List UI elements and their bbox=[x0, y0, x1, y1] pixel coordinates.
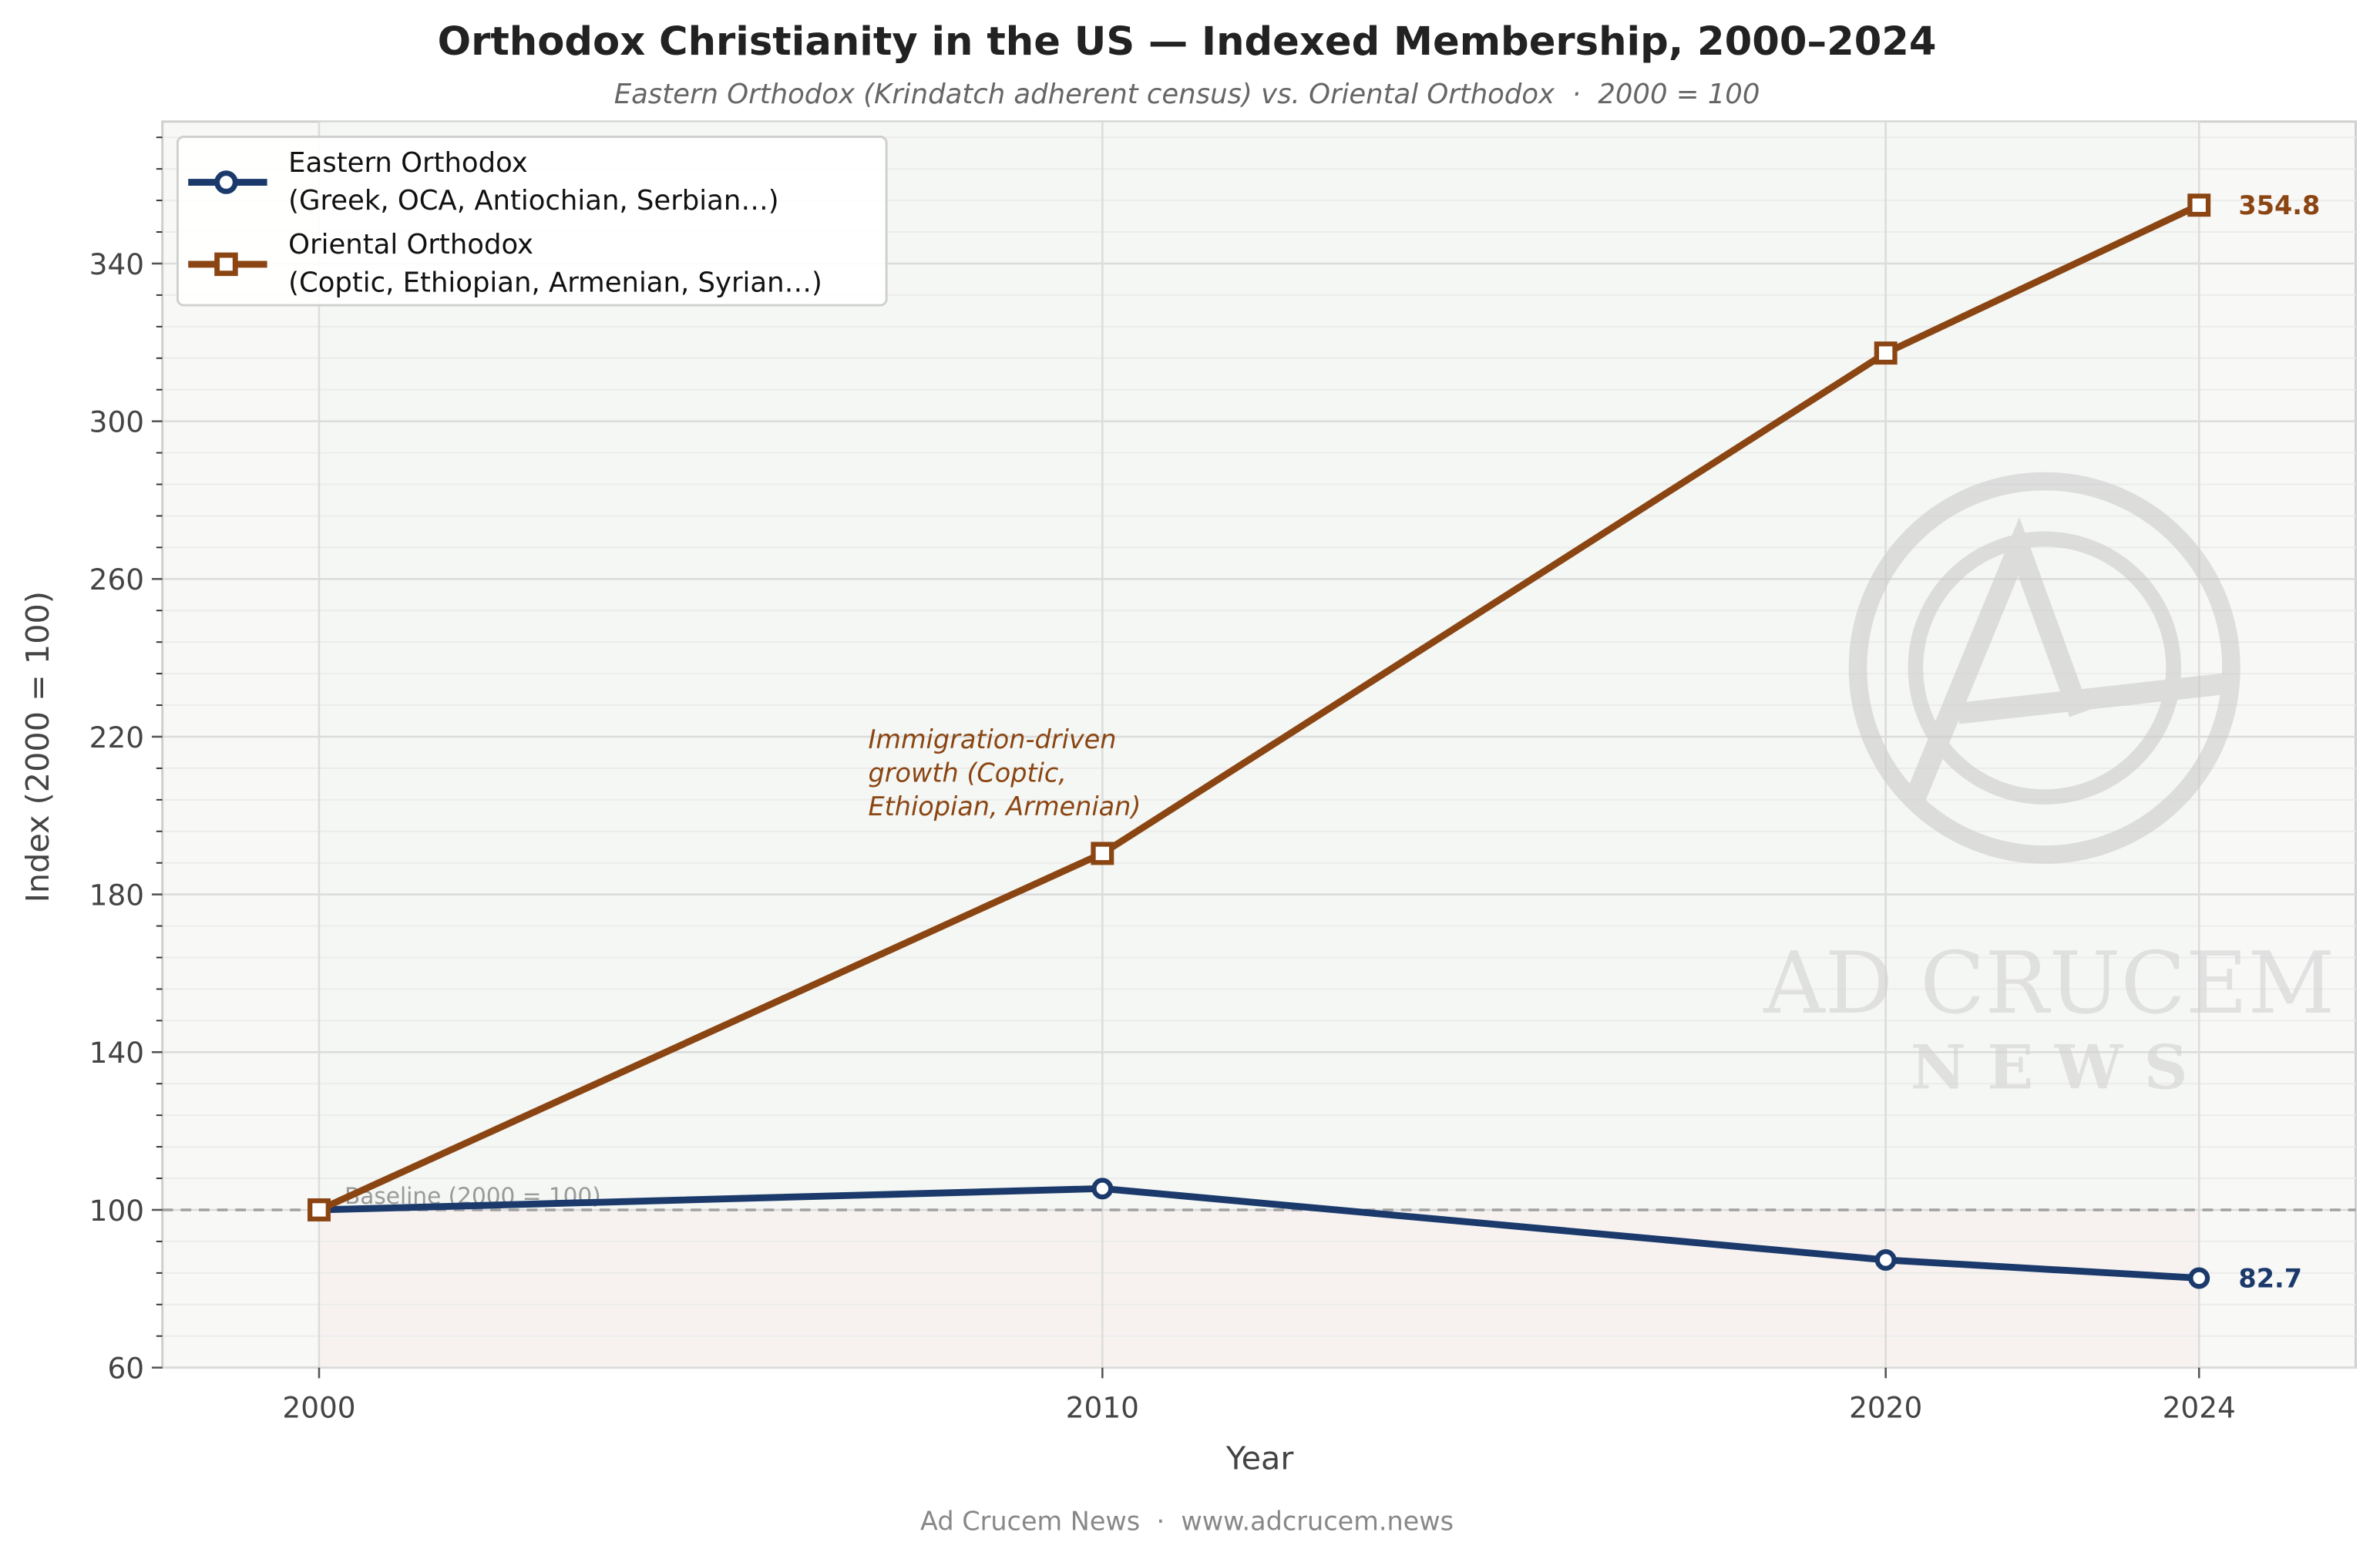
x-tick-label: 2024 bbox=[2163, 1391, 2236, 1425]
annotation-line-2: growth (Coptic, bbox=[868, 758, 1066, 788]
axes: 60 100 140 180 220 260 300 340 2000 2010 2020 2024 bbox=[89, 136, 2236, 1425]
legend-oriental-detail: (Coptic, Ethiopian, Armenian, Syrian…) bbox=[288, 267, 822, 298]
eastern-orthodox-point bbox=[2188, 1267, 2210, 1289]
legend-eastern-label: Eastern Orthodox (Greek, OCA, Antiochian… bbox=[288, 147, 778, 217]
watermark: AD CRUCEM N E W S bbox=[1763, 472, 2335, 1103]
legend-oriental-marker bbox=[214, 252, 238, 277]
y-tick-label: 140 bbox=[89, 1036, 144, 1070]
y-tick-label: 220 bbox=[89, 721, 144, 754]
legend-box bbox=[176, 135, 888, 307]
y-tick-label: 180 bbox=[89, 878, 144, 912]
annotation: Immigration-driven growth (Coptic, Ethio… bbox=[868, 724, 1141, 821]
legend-oriental-label: Oriental Orthodox (Coptic, Ethiopian, Ar… bbox=[288, 229, 822, 298]
oriental-orthodox-point bbox=[1091, 842, 1114, 865]
legend-oriental-name: Oriental Orthodox bbox=[288, 229, 533, 260]
x-tick-label: 2020 bbox=[1849, 1391, 1922, 1425]
y-axis-label: Index (2000 = 100) bbox=[19, 591, 56, 902]
y-tick-label: 260 bbox=[89, 563, 144, 596]
y-tick-label: 60 bbox=[107, 1351, 144, 1385]
oriental-orthodox-end-label: 354.8 bbox=[2238, 190, 2320, 220]
oriental-orthodox-point bbox=[308, 1198, 331, 1221]
legend-eastern-detail: (Greek, OCA, Antiochian, Serbian…) bbox=[288, 185, 778, 217]
footer: Ad Crucem News · www.adcrucem.news bbox=[920, 1506, 1454, 1536]
chart-subtitle: Eastern Orthodox (Krindatch adherent cen… bbox=[614, 79, 1760, 110]
legend-eastern-marker bbox=[214, 170, 238, 194]
watermark-line2: N E W S bbox=[1911, 1031, 2188, 1103]
annotation-line-3: Ethiopian, Armenian) bbox=[868, 791, 1141, 821]
x-axis-label: Year bbox=[1225, 1440, 1294, 1477]
y-tick-label: 340 bbox=[89, 247, 144, 281]
watermark-logo-inner bbox=[1908, 531, 2182, 805]
y-tick-label: 100 bbox=[89, 1194, 144, 1228]
legend: Eastern Orthodox (Greek, OCA, Antiochian… bbox=[176, 135, 888, 307]
x-tick-label: 2010 bbox=[1066, 1391, 1139, 1425]
watermark-logo-outer bbox=[1848, 472, 2240, 864]
legend-eastern-name: Eastern Orthodox bbox=[288, 147, 528, 179]
eastern-orthodox-end-label: 82.7 bbox=[2238, 1263, 2302, 1293]
oriental-orthodox-point bbox=[2187, 193, 2211, 217]
oriental-orthodox-point bbox=[1874, 341, 1898, 365]
chart-title: Orthodox Christianity in the US — Indexe… bbox=[438, 18, 1937, 65]
x-tick-label: 2000 bbox=[282, 1391, 355, 1425]
watermark-line1: AD CRUCEM bbox=[1763, 935, 2335, 1033]
eastern-orthodox-point bbox=[1091, 1178, 1114, 1200]
oriental-orthodox-line bbox=[318, 202, 2201, 1214]
series-layer: 82.7 354.8 bbox=[308, 190, 2320, 1293]
watermark-logo-a bbox=[1902, 517, 2233, 809]
eastern-orthodox-line bbox=[318, 1184, 2200, 1282]
annotation-line-1: Immigration-driven bbox=[868, 724, 1116, 754]
eastern-orthodox-point bbox=[1874, 1248, 1897, 1271]
y-tick-label: 300 bbox=[89, 405, 144, 438]
negative-region bbox=[320, 1209, 2200, 1368]
